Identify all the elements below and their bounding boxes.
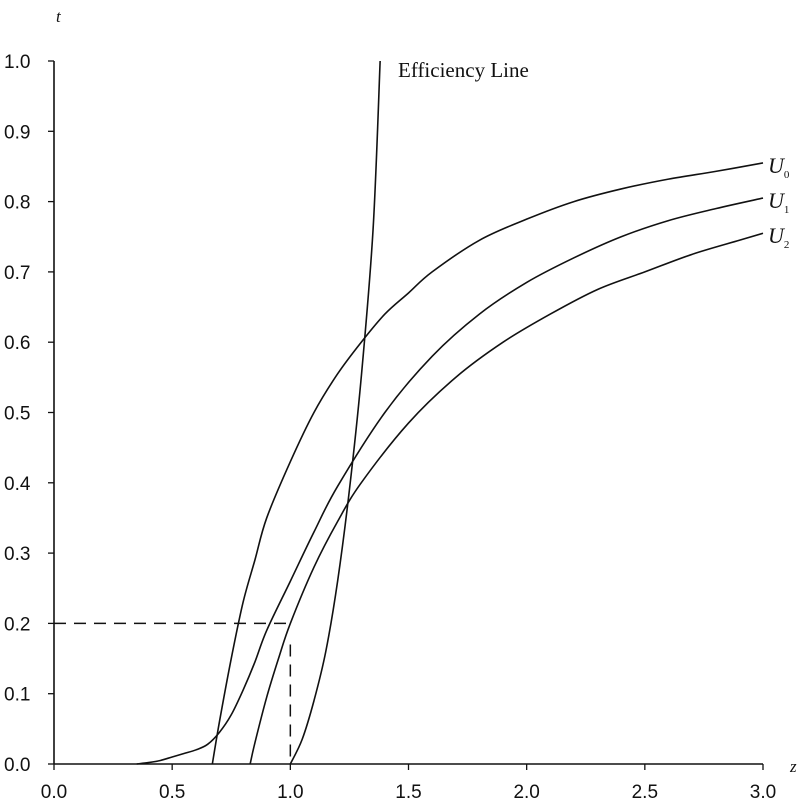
curve-u1-label-subscript: 1: [784, 204, 790, 216]
curve-u2-label: U2: [768, 223, 789, 251]
y-tick-label: 0.0: [4, 755, 30, 776]
x-tick-label: 1.0: [277, 782, 303, 803]
y-tick-label: 0.6: [4, 333, 30, 354]
efficiency-line: [289, 60, 381, 765]
x-tick-label: 0.0: [41, 782, 67, 803]
curve-u2: [249, 232, 764, 765]
x-tick-label: 2.0: [513, 782, 539, 803]
curve-u1: [136, 197, 764, 765]
curves: [136, 60, 764, 765]
efficiency-line-label: Efficiency Line: [398, 58, 529, 82]
axes: [53, 61, 763, 765]
x-tick-label: 0.5: [159, 782, 185, 803]
curve-u0-label: U0: [768, 153, 790, 181]
curve-u0: [211, 162, 764, 765]
curve-u2-label-subscript: 2: [784, 239, 790, 251]
x-tick-label: 1.5: [395, 782, 421, 803]
curve-u1-label-name: U: [768, 188, 786, 213]
y-tick-label: 0.4: [4, 474, 31, 495]
y-tick-label: 0.9: [4, 122, 30, 143]
y-tick-label: 0.5: [4, 404, 30, 425]
y-tick-label: 0.8: [4, 193, 30, 214]
curve-u1-label: U1: [768, 188, 789, 216]
curve-u0-label-subscript: 0: [784, 169, 790, 181]
y-tick-label: 1.0: [4, 52, 30, 73]
x-tick-label: 3.0: [750, 782, 776, 803]
y-axis-label: t: [56, 7, 62, 26]
ticks: 0.0 0.1 0.2 0.3 0.4 0.5 0.6 0.7 0.8 0.9 1.0 0.0 0.5 1…: [4, 52, 776, 803]
y-tick-label: 0.1: [4, 685, 30, 706]
curve-u2-label-name: U: [768, 223, 786, 248]
x-axis-label: z: [789, 757, 797, 776]
curve-u0-label-name: U: [768, 153, 786, 178]
x-tick-label: 2.5: [632, 782, 658, 803]
y-tick-label: 0.3: [4, 544, 30, 565]
y-tick-label: 0.7: [4, 263, 30, 284]
y-tick-label: 0.2: [4, 614, 30, 635]
